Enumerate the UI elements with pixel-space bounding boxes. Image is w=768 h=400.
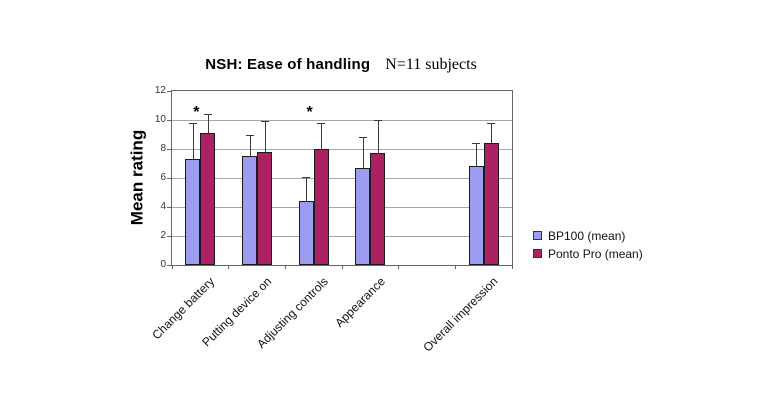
y-tick-label-2: 2 xyxy=(160,230,166,241)
x-tick-6 xyxy=(511,265,513,269)
x-category-label-5: Overall impression xyxy=(420,274,501,355)
legend-label-1: Ponto Pro (mean) xyxy=(548,246,643,261)
gridline-2 xyxy=(172,235,512,237)
gridline-8 xyxy=(172,148,512,150)
y-tick-10 xyxy=(167,119,172,121)
x-tick-5 xyxy=(454,265,456,269)
error-bar-cap-0-5 xyxy=(472,143,481,145)
error-bar-cap-0-0 xyxy=(188,122,197,124)
y-tick-label-8: 8 xyxy=(160,143,166,154)
legend-swatch-1 xyxy=(533,249,542,258)
legend: BP100 (mean) Ponto Pro (mean) xyxy=(533,228,643,261)
error-bar-0-2 xyxy=(306,176,308,202)
plot-area: 0 2 4 6 8 10 12 * * Change battery Putting device … xyxy=(150,85,513,354)
error-bar-1-3 xyxy=(377,120,379,154)
error-bar-cap-1-5 xyxy=(487,122,496,124)
y-tick-label-12: 12 xyxy=(154,85,166,96)
x-tick-1 xyxy=(228,265,230,269)
significance-marker-0: * xyxy=(193,104,200,121)
error-bar-1-0 xyxy=(207,114,209,134)
bar-bp100-mean--2 xyxy=(298,201,314,265)
error-bar-cap-0-3 xyxy=(358,137,367,139)
y-tick-label-4: 4 xyxy=(160,201,166,212)
bar-bp100-mean--1 xyxy=(242,156,257,265)
x-tick-2 xyxy=(284,265,286,269)
error-bar-0-3 xyxy=(362,137,364,168)
error-bar-cap-0-1 xyxy=(245,134,254,136)
error-bar-cap-1-0 xyxy=(203,114,212,116)
bar-ponto-pro-mean--2 xyxy=(313,149,329,265)
bar-ponto-pro-mean--3 xyxy=(370,153,386,265)
chart-subtitle: N=11 subjects xyxy=(385,56,477,73)
chart-title: NSH: Ease of handling xyxy=(205,56,371,73)
error-bar-0-5 xyxy=(476,143,478,167)
error-bar-0-0 xyxy=(192,122,194,160)
error-bar-cap-1-3 xyxy=(373,120,382,121)
bar-ponto-pro-mean--5 xyxy=(483,143,499,265)
legend-item-1: Ponto Pro (mean) xyxy=(533,246,643,261)
bar-ponto-pro-mean--1 xyxy=(257,151,272,265)
x-tick-4 xyxy=(398,265,400,269)
error-bar-cap-0-2 xyxy=(302,176,311,178)
error-bar-cap-1-2 xyxy=(317,122,326,124)
gridline-6 xyxy=(172,177,512,179)
x-tick-0 xyxy=(171,265,173,269)
gridline-4 xyxy=(172,206,512,208)
y-tick-2 xyxy=(167,235,172,237)
y-tick-6 xyxy=(167,177,172,179)
error-bar-1-5 xyxy=(491,122,493,144)
legend-item-0: BP100 (mean) xyxy=(533,228,643,243)
bar-bp100-mean--3 xyxy=(355,167,371,265)
gridline-10 xyxy=(172,119,512,121)
y-tick-label-10: 10 xyxy=(154,114,166,125)
x-tick-3 xyxy=(341,265,343,269)
error-bar-1-1 xyxy=(264,121,266,152)
chart-title-row: NSH: Ease of handling N=11 subjects xyxy=(171,56,511,78)
error-bar-cap-1-1 xyxy=(260,121,269,123)
y-tick-4 xyxy=(167,206,172,208)
y-tick-label-6: 6 xyxy=(160,172,166,183)
error-bar-0-1 xyxy=(249,134,251,157)
x-category-label-3: Appearance xyxy=(331,274,388,330)
y-tick-8 xyxy=(167,148,172,150)
bar-bp100-mean--5 xyxy=(468,166,484,265)
legend-swatch-0 xyxy=(533,231,542,240)
bar-ponto-pro-mean--0 xyxy=(200,133,216,265)
y-tick-0 xyxy=(167,264,172,266)
legend-label-0: BP100 (mean) xyxy=(548,228,626,243)
error-bar-1-2 xyxy=(321,122,323,149)
y-tick-12 xyxy=(167,90,172,92)
bar-bp100-mean--0 xyxy=(185,159,201,265)
significance-marker-2: * xyxy=(306,104,313,121)
y-tick-label-0: 0 xyxy=(160,259,166,270)
